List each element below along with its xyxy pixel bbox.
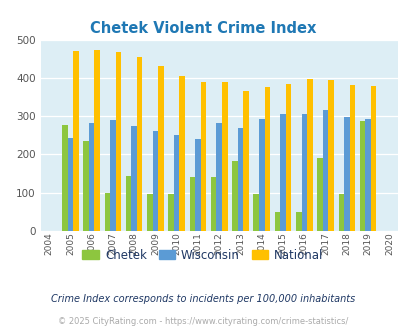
Bar [322,110,328,231]
Bar [264,87,269,231]
Legend: Chetek, Wisconsin, National: Chetek, Wisconsin, National [78,244,327,266]
Bar [349,85,354,231]
Bar [258,119,264,231]
Bar [83,142,89,231]
Bar [115,52,121,231]
Bar [131,126,136,231]
Bar [243,90,248,231]
Text: Crime Index corresponds to incidents per 100,000 inhabitants: Crime Index corresponds to incidents per… [51,294,354,304]
Bar [110,119,115,231]
Bar [126,176,131,231]
Bar [232,161,237,231]
Bar [62,125,68,231]
Bar [73,51,79,231]
Bar [222,82,227,231]
Bar [200,82,206,231]
Bar [147,194,152,231]
Bar [173,135,179,231]
Bar [279,114,285,231]
Bar [89,123,94,231]
Bar [343,117,349,231]
Bar [216,123,222,231]
Bar [189,178,195,231]
Bar [152,131,158,231]
Bar [338,194,343,231]
Bar [104,193,110,231]
Bar [316,157,322,231]
Bar [364,119,370,231]
Bar [168,194,173,231]
Bar [94,50,100,231]
Bar [328,80,333,231]
Bar [285,84,291,231]
Bar [68,138,73,231]
Text: Chetek Violent Crime Index: Chetek Violent Crime Index [90,21,315,36]
Bar [253,194,258,231]
Bar [179,76,185,231]
Bar [370,86,375,231]
Bar [136,57,142,231]
Text: © 2025 CityRating.com - https://www.cityrating.com/crime-statistics/: © 2025 CityRating.com - https://www.city… [58,317,347,326]
Bar [306,79,312,231]
Bar [295,212,301,231]
Bar [237,128,243,231]
Bar [301,114,306,231]
Bar [359,121,364,231]
Bar [274,212,279,231]
Bar [158,66,163,231]
Bar [195,139,200,231]
Bar [211,178,216,231]
